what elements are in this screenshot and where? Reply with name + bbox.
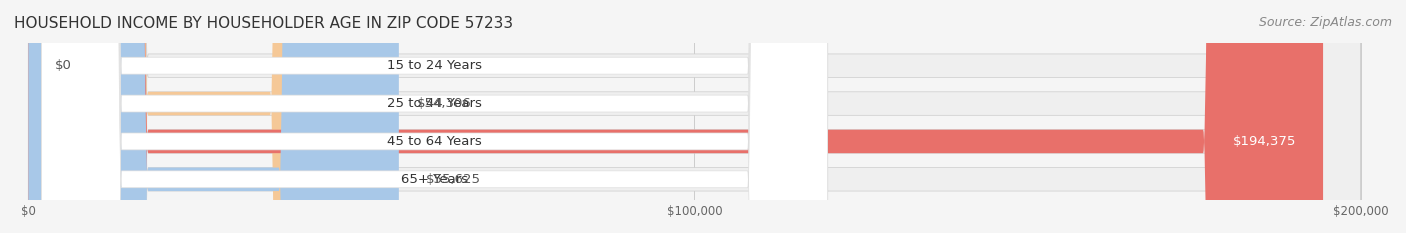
FancyBboxPatch shape: [42, 0, 828, 233]
Text: 65+ Years: 65+ Years: [401, 173, 468, 186]
FancyBboxPatch shape: [28, 0, 389, 233]
FancyBboxPatch shape: [42, 0, 828, 233]
FancyBboxPatch shape: [28, 0, 399, 233]
FancyBboxPatch shape: [28, 0, 1323, 233]
FancyBboxPatch shape: [42, 0, 828, 233]
FancyBboxPatch shape: [28, 0, 1361, 233]
Text: 15 to 24 Years: 15 to 24 Years: [387, 59, 482, 72]
FancyBboxPatch shape: [28, 0, 1361, 233]
Text: Source: ZipAtlas.com: Source: ZipAtlas.com: [1258, 16, 1392, 29]
Text: $54,306: $54,306: [416, 97, 471, 110]
Text: 25 to 44 Years: 25 to 44 Years: [387, 97, 482, 110]
FancyBboxPatch shape: [28, 0, 1361, 233]
FancyBboxPatch shape: [28, 0, 1361, 233]
Text: 45 to 64 Years: 45 to 64 Years: [387, 135, 482, 148]
Text: $194,375: $194,375: [1233, 135, 1296, 148]
FancyBboxPatch shape: [42, 0, 828, 233]
Text: $0: $0: [55, 59, 72, 72]
Text: $55,625: $55,625: [426, 173, 481, 186]
Text: HOUSEHOLD INCOME BY HOUSEHOLDER AGE IN ZIP CODE 57233: HOUSEHOLD INCOME BY HOUSEHOLDER AGE IN Z…: [14, 16, 513, 31]
